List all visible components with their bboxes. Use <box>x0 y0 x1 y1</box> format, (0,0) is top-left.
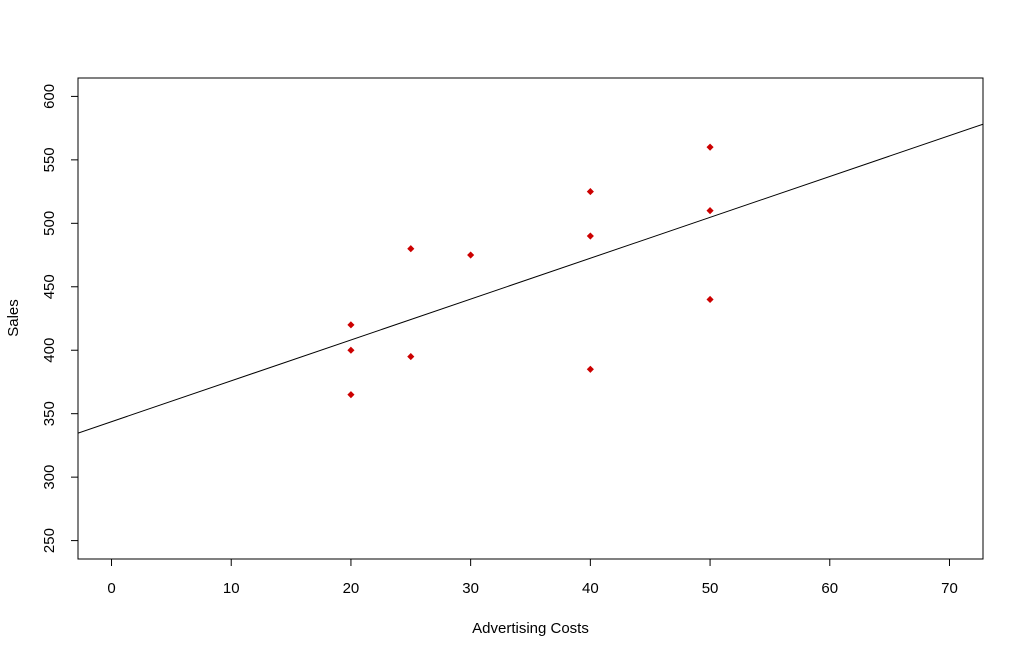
y-axis: 250 300 350 400 450 500 550 600 <box>41 84 79 553</box>
data-point <box>347 321 355 329</box>
x-tick-label: 20 <box>343 580 360 597</box>
y-tick-label: 400 <box>41 338 58 363</box>
x-tick-label: 40 <box>582 580 599 597</box>
regression-line <box>78 123 983 434</box>
x-axis: 0 10 20 30 40 50 60 70 <box>107 558 958 597</box>
y-axis-label: Sales <box>5 299 22 337</box>
data-point <box>586 188 594 196</box>
data-point <box>347 346 355 354</box>
data-point <box>586 365 594 373</box>
data-point <box>407 353 415 361</box>
x-tick-label: 30 <box>462 580 479 597</box>
data-point <box>407 245 415 253</box>
data-point <box>467 251 475 259</box>
x-axis-label: Advertising Costs <box>472 620 589 637</box>
data-point <box>586 232 594 240</box>
x-tick-label: 70 <box>941 580 958 597</box>
y-tick-label: 300 <box>41 465 58 490</box>
y-tick-label: 350 <box>41 401 58 426</box>
data-point <box>347 391 355 399</box>
x-tick-label: 60 <box>821 580 838 597</box>
data-point <box>706 295 714 304</box>
y-tick-label: 600 <box>41 84 58 109</box>
data-point <box>706 143 714 151</box>
x-tick-label: 10 <box>223 580 240 597</box>
y-tick-label: 250 <box>41 528 58 553</box>
regression-line-group <box>78 123 983 434</box>
y-tick-label: 550 <box>41 147 58 172</box>
data-points <box>347 143 714 399</box>
y-tick-label: 450 <box>41 274 58 299</box>
y-tick-label: 500 <box>41 211 58 236</box>
data-point <box>706 207 714 215</box>
x-tick-label: 0 <box>107 580 115 597</box>
x-tick-label: 50 <box>702 580 719 597</box>
plot-frame <box>77 77 984 560</box>
